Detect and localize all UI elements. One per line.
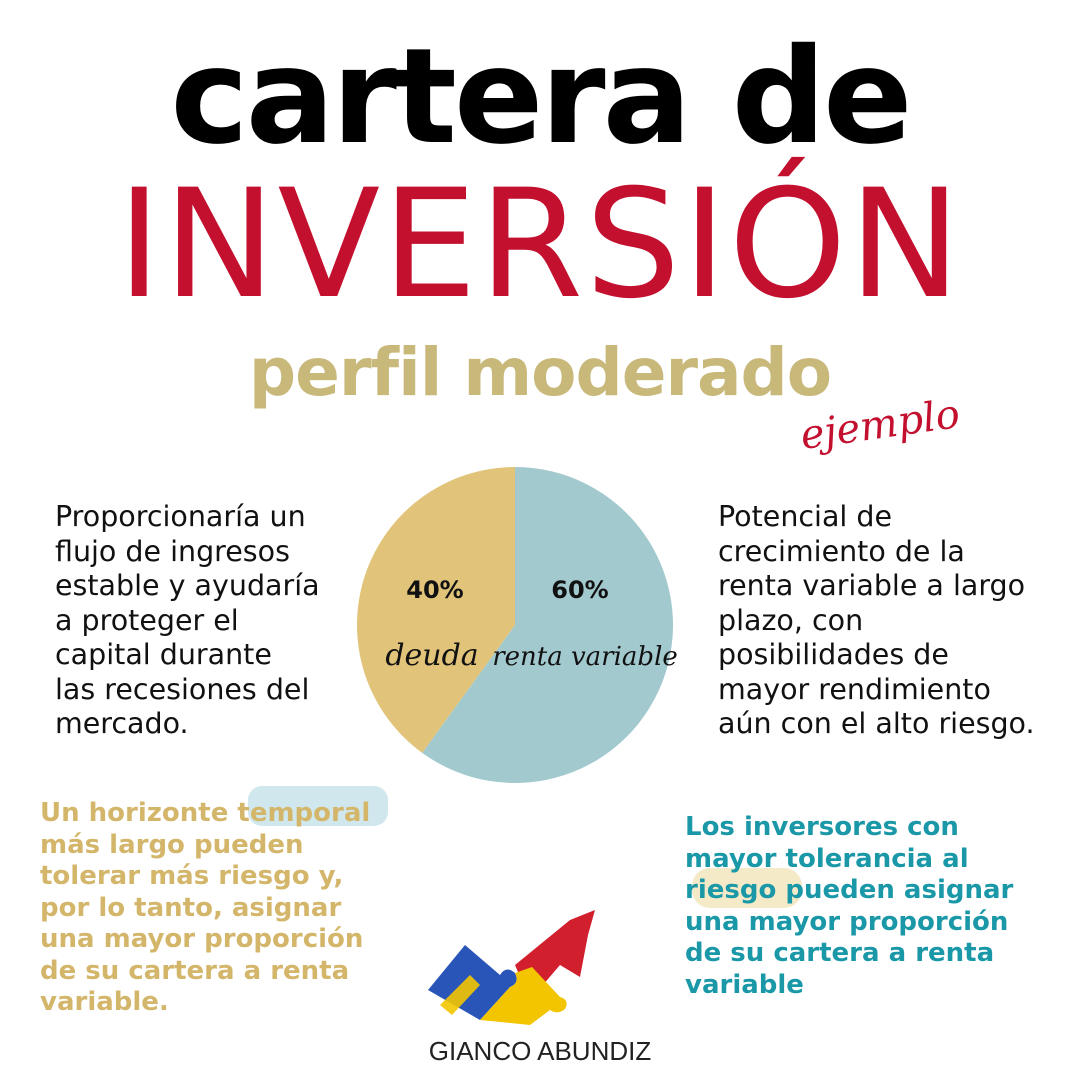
debt-description: Proporcionaría un flujo de ingresos esta… — [55, 500, 320, 740]
portfolio-pie-chart: 40% 60% deuda renta variable — [357, 467, 678, 783]
equity-description: Potencial de crecimiento de la renta var… — [718, 500, 1035, 740]
title-line-1: cartera de — [170, 20, 912, 174]
subtitle: perfil moderado — [248, 334, 832, 411]
pie-label-renta-variable: renta variable — [492, 642, 678, 672]
pie-label-deuda: deuda — [385, 638, 478, 673]
time-horizon-note: Un horizonte temporal más largo pueden t… — [40, 798, 371, 1017]
risk-tolerance-note: Los inversores con mayor tolerancia al r… — [685, 812, 1014, 1000]
highlight-stroke-left — [248, 786, 388, 826]
pie-value-renta-variable: 60% — [551, 576, 608, 604]
brand-logo-icon — [428, 910, 595, 1025]
title-line-2: INVERSIÓN — [117, 158, 963, 332]
brand-name: GIANCO ABUNDIZ — [428, 1036, 652, 1066]
pie-slice-deuda — [357, 467, 515, 753]
pie-value-deuda: 40% — [406, 576, 463, 604]
highlight-stroke-right — [692, 868, 802, 908]
pie-slice-renta-variable — [422, 467, 673, 783]
